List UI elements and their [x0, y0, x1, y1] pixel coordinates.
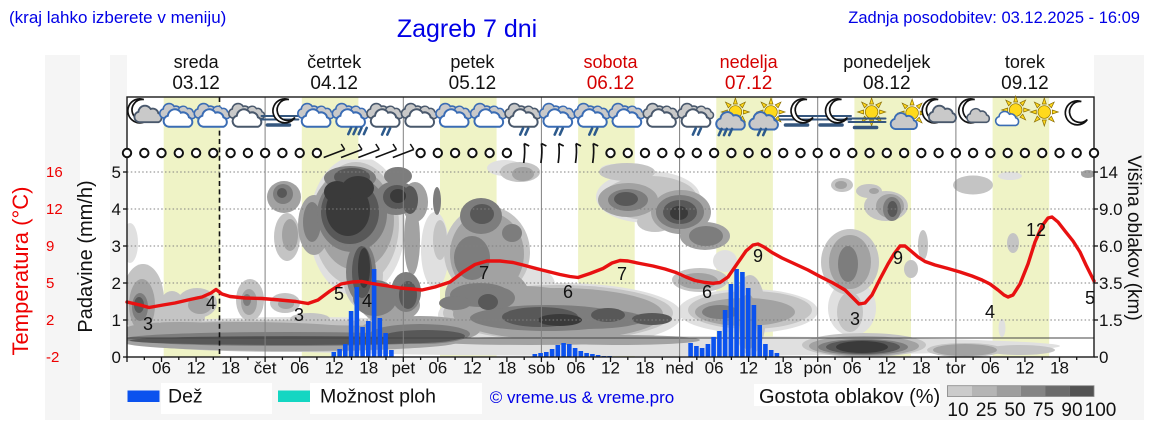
- svg-text:18: 18: [497, 359, 516, 378]
- svg-text:06: 06: [290, 359, 309, 378]
- svg-text:4: 4: [985, 302, 995, 322]
- svg-text:06: 06: [567, 359, 586, 378]
- svg-text:9.0: 9.0: [1099, 200, 1123, 219]
- svg-text:4: 4: [362, 291, 372, 311]
- svg-text:Zagreb 7 dni: Zagreb 7 dni: [397, 15, 537, 43]
- svg-text:7: 7: [617, 264, 627, 284]
- svg-text:7: 7: [479, 263, 489, 283]
- svg-text:4: 4: [206, 293, 216, 313]
- svg-text:18: 18: [221, 359, 240, 378]
- svg-text:18: 18: [912, 359, 931, 378]
- svg-text:Zadnja posodobitev: 03.12.2025: Zadnja posodobitev: 03.12.2025 - 16:09: [848, 9, 1140, 27]
- svg-text:6: 6: [563, 282, 573, 302]
- svg-text:4: 4: [112, 200, 121, 219]
- svg-text:pet: pet: [391, 359, 415, 378]
- svg-text:12: 12: [1015, 359, 1034, 378]
- svg-text:10: 10: [947, 400, 968, 421]
- svg-text:6.0: 6.0: [1099, 237, 1123, 256]
- svg-text:3.5: 3.5: [1099, 274, 1123, 293]
- svg-text:100: 100: [1085, 400, 1117, 421]
- svg-text:06: 06: [152, 359, 171, 378]
- svg-text:3: 3: [112, 237, 121, 256]
- svg-text:03.12: 03.12: [172, 73, 220, 94]
- svg-text:75: 75: [1033, 400, 1054, 421]
- svg-text:12: 12: [187, 359, 206, 378]
- svg-text:5: 5: [46, 275, 54, 292]
- svg-text:18: 18: [774, 359, 793, 378]
- svg-text:07.12: 07.12: [725, 73, 773, 94]
- svg-text:12: 12: [739, 359, 758, 378]
- svg-text:05.12: 05.12: [449, 73, 497, 94]
- svg-text:Možnost ploh: Možnost ploh: [320, 386, 436, 408]
- svg-text:6: 6: [702, 282, 712, 302]
- svg-text:2: 2: [46, 312, 54, 329]
- svg-text:16: 16: [46, 164, 63, 181]
- svg-text:5: 5: [334, 284, 344, 304]
- svg-text:-2: -2: [46, 349, 59, 366]
- svg-text:tor: tor: [946, 359, 966, 378]
- svg-text:06: 06: [705, 359, 724, 378]
- svg-text:nedelja: nedelja: [720, 52, 779, 72]
- svg-text:0: 0: [1099, 348, 1108, 367]
- svg-text:18: 18: [636, 359, 655, 378]
- svg-text:čet: čet: [254, 359, 277, 378]
- svg-text:1.5: 1.5: [1099, 311, 1123, 330]
- svg-text:12: 12: [463, 359, 482, 378]
- svg-text:Gostota oblakov (%): Gostota oblakov (%): [759, 386, 940, 408]
- svg-text:5: 5: [1085, 288, 1095, 308]
- svg-text:14: 14: [1099, 163, 1118, 182]
- svg-text:12: 12: [1026, 220, 1046, 240]
- svg-text:50: 50: [1004, 400, 1025, 421]
- svg-text:12: 12: [877, 359, 896, 378]
- svg-text:sob: sob: [528, 359, 555, 378]
- svg-text:06.12: 06.12: [587, 73, 635, 94]
- svg-text:3: 3: [850, 309, 860, 329]
- svg-text:18: 18: [359, 359, 378, 378]
- svg-text:3: 3: [143, 314, 153, 334]
- svg-text:Temperatura (°C): Temperatura (°C): [8, 187, 33, 356]
- svg-text:9: 9: [753, 246, 763, 266]
- svg-text:Višina oblakov (km): Višina oblakov (km): [1123, 155, 1144, 320]
- svg-text:09.12: 09.12: [1001, 73, 1049, 94]
- svg-text:sreda: sreda: [174, 52, 220, 72]
- svg-text:90: 90: [1061, 400, 1082, 421]
- svg-text:0: 0: [112, 348, 121, 367]
- svg-text:12: 12: [325, 359, 344, 378]
- svg-text:Dež: Dež: [168, 386, 203, 408]
- svg-text:12: 12: [601, 359, 620, 378]
- svg-text:12: 12: [46, 201, 63, 218]
- svg-text:četrtek: četrtek: [307, 52, 362, 72]
- svg-text:1: 1: [112, 311, 121, 330]
- svg-text:ponedeljek: ponedeljek: [843, 52, 931, 72]
- svg-text:9: 9: [893, 248, 903, 268]
- svg-text:© vreme.us & vreme.pro: © vreme.us & vreme.pro: [490, 388, 674, 407]
- svg-text:25: 25: [976, 400, 997, 421]
- svg-text:9: 9: [46, 238, 54, 255]
- svg-text:06: 06: [428, 359, 447, 378]
- svg-text:08.12: 08.12: [863, 73, 911, 94]
- svg-text:5: 5: [112, 163, 121, 182]
- svg-text:ned: ned: [665, 359, 693, 378]
- svg-text:petek: petek: [450, 52, 495, 72]
- svg-text:(kraj lahko izberete v meniju): (kraj lahko izberete v meniju): [9, 8, 226, 27]
- svg-text:Padavine (mm/h): Padavine (mm/h): [75, 180, 97, 332]
- svg-text:pon: pon: [804, 359, 832, 378]
- svg-text:torek: torek: [1005, 52, 1046, 72]
- svg-text:sobota: sobota: [583, 52, 638, 72]
- svg-text:04.12: 04.12: [310, 73, 358, 94]
- svg-text:06: 06: [843, 359, 862, 378]
- svg-text:2: 2: [112, 274, 121, 293]
- svg-text:06: 06: [981, 359, 1000, 378]
- svg-text:18: 18: [1050, 359, 1069, 378]
- svg-text:3: 3: [294, 305, 304, 325]
